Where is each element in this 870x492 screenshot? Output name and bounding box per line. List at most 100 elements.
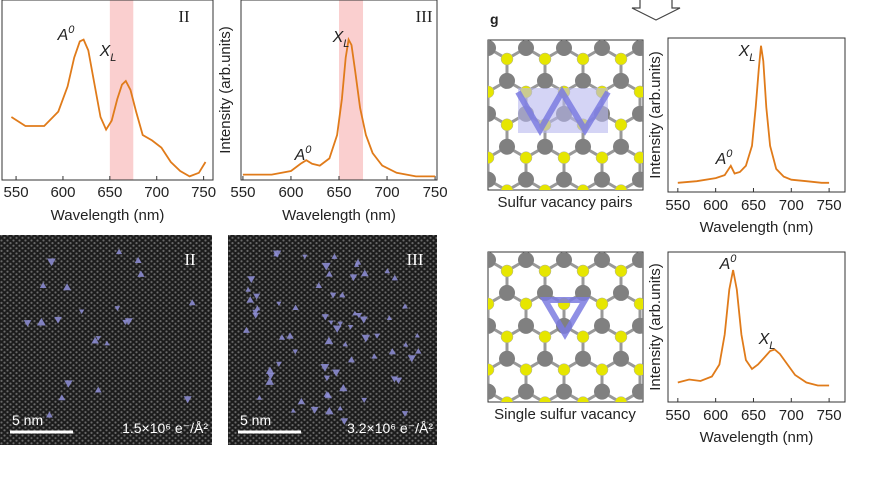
s-atom [576, 52, 590, 66]
mo-atom [461, 351, 477, 367]
s-atom [691, 265, 703, 277]
bond [678, 457, 697, 468]
bond [621, 213, 640, 224]
s-atom [463, 331, 475, 343]
mo-atom [689, 7, 705, 23]
bond [526, 457, 545, 468]
mo-atom [670, 384, 686, 400]
s-atom [557, 151, 571, 164]
s-atom [576, 330, 590, 344]
s-atom [596, 20, 608, 32]
mo-atom [651, 219, 667, 235]
mo-atom [442, 318, 458, 334]
peak-label-sup: 0 [726, 148, 733, 160]
s-atom [520, 232, 532, 244]
x-tick-label: 750 [817, 407, 842, 424]
bond [659, 457, 678, 468]
bond [640, 425, 659, 436]
s-atom [558, 218, 570, 230]
bond [697, 114, 716, 125]
bond [564, 15, 583, 26]
bond [545, 457, 564, 468]
s-atom [519, 151, 533, 164]
s-atom [538, 52, 552, 66]
vacancy-marker [391, 274, 398, 281]
bond [659, 213, 678, 224]
mo-atom [613, 138, 629, 155]
mo-atom [461, 285, 477, 301]
s-atom [691, 331, 703, 343]
s-atom [519, 363, 533, 376]
s-atom [672, 430, 684, 442]
mo-atom [670, 318, 686, 334]
mo-atom [670, 449, 686, 465]
vacancy-marker [361, 397, 368, 403]
peak-label: A0 [715, 148, 734, 168]
bond [507, 457, 526, 468]
mo-atom [575, 138, 591, 155]
bond [678, 359, 697, 370]
bond [488, 425, 507, 436]
bond [697, 48, 716, 59]
mo-atom [480, 449, 496, 465]
vacancy-marker [401, 411, 409, 417]
peak-label-base: A [57, 27, 69, 44]
x-tick-label: 750 [191, 184, 216, 201]
model-caption: Single sulfur vacancy [494, 406, 636, 423]
s-atom [653, 397, 665, 409]
x-axis-label: Wavelength (nm) [700, 429, 814, 446]
mo-atom [556, 449, 572, 465]
vacancy-marker [402, 303, 408, 309]
scale-label: 5 nm [240, 412, 271, 428]
mo-atom [632, 449, 648, 465]
spectrum-line [242, 36, 436, 178]
s-atom [614, 396, 628, 402]
s-atom [538, 330, 552, 344]
bond [488, 213, 507, 224]
mo-atom [488, 171, 496, 188]
bond [450, 392, 469, 403]
s-atom [488, 363, 495, 376]
bond [678, 293, 697, 304]
bond [678, 245, 697, 256]
vacancy-marker [415, 348, 422, 354]
s-atom [653, 462, 665, 474]
peak-label-base: A [294, 147, 306, 164]
x-axis-label: Wavelength (nm) [282, 207, 396, 224]
s-atom [576, 184, 590, 190]
x-tick-label: 750 [817, 197, 842, 214]
mo-atom [632, 171, 643, 188]
vacancy-marker [359, 316, 368, 324]
s-atom [463, 250, 475, 262]
vacancy-marker [245, 286, 251, 292]
bond [450, 260, 469, 271]
peak-label-sup: 0 [305, 144, 312, 156]
s-atom [691, 53, 703, 65]
vacancy-marker [355, 313, 363, 319]
peak-label-sub: L [769, 340, 775, 352]
bond [488, 260, 489, 262]
stem-image [0, 235, 212, 445]
plot-frame [1, 0, 214, 181]
vacancy-marker [414, 332, 420, 338]
bond [640, 457, 659, 468]
mo-atom [537, 219, 553, 235]
bond [716, 293, 735, 304]
vacancy-marker [371, 353, 378, 359]
bond [450, 114, 469, 125]
mo-atom [632, 317, 643, 334]
mo-atom [442, 384, 458, 400]
s-atom [538, 184, 552, 190]
vacancy-marker [403, 341, 409, 347]
bond [621, 457, 640, 468]
vacancy-marker [360, 269, 369, 277]
s-atom [653, 185, 665, 197]
s-atom [596, 430, 608, 442]
bond [678, 48, 697, 59]
bond [469, 457, 488, 468]
vacancy-marker [332, 325, 342, 333]
x-tick-label: 700 [779, 197, 804, 214]
mo-atom [670, 40, 686, 56]
x-tick-label: 750 [423, 184, 448, 201]
mo-atom [689, 351, 705, 367]
